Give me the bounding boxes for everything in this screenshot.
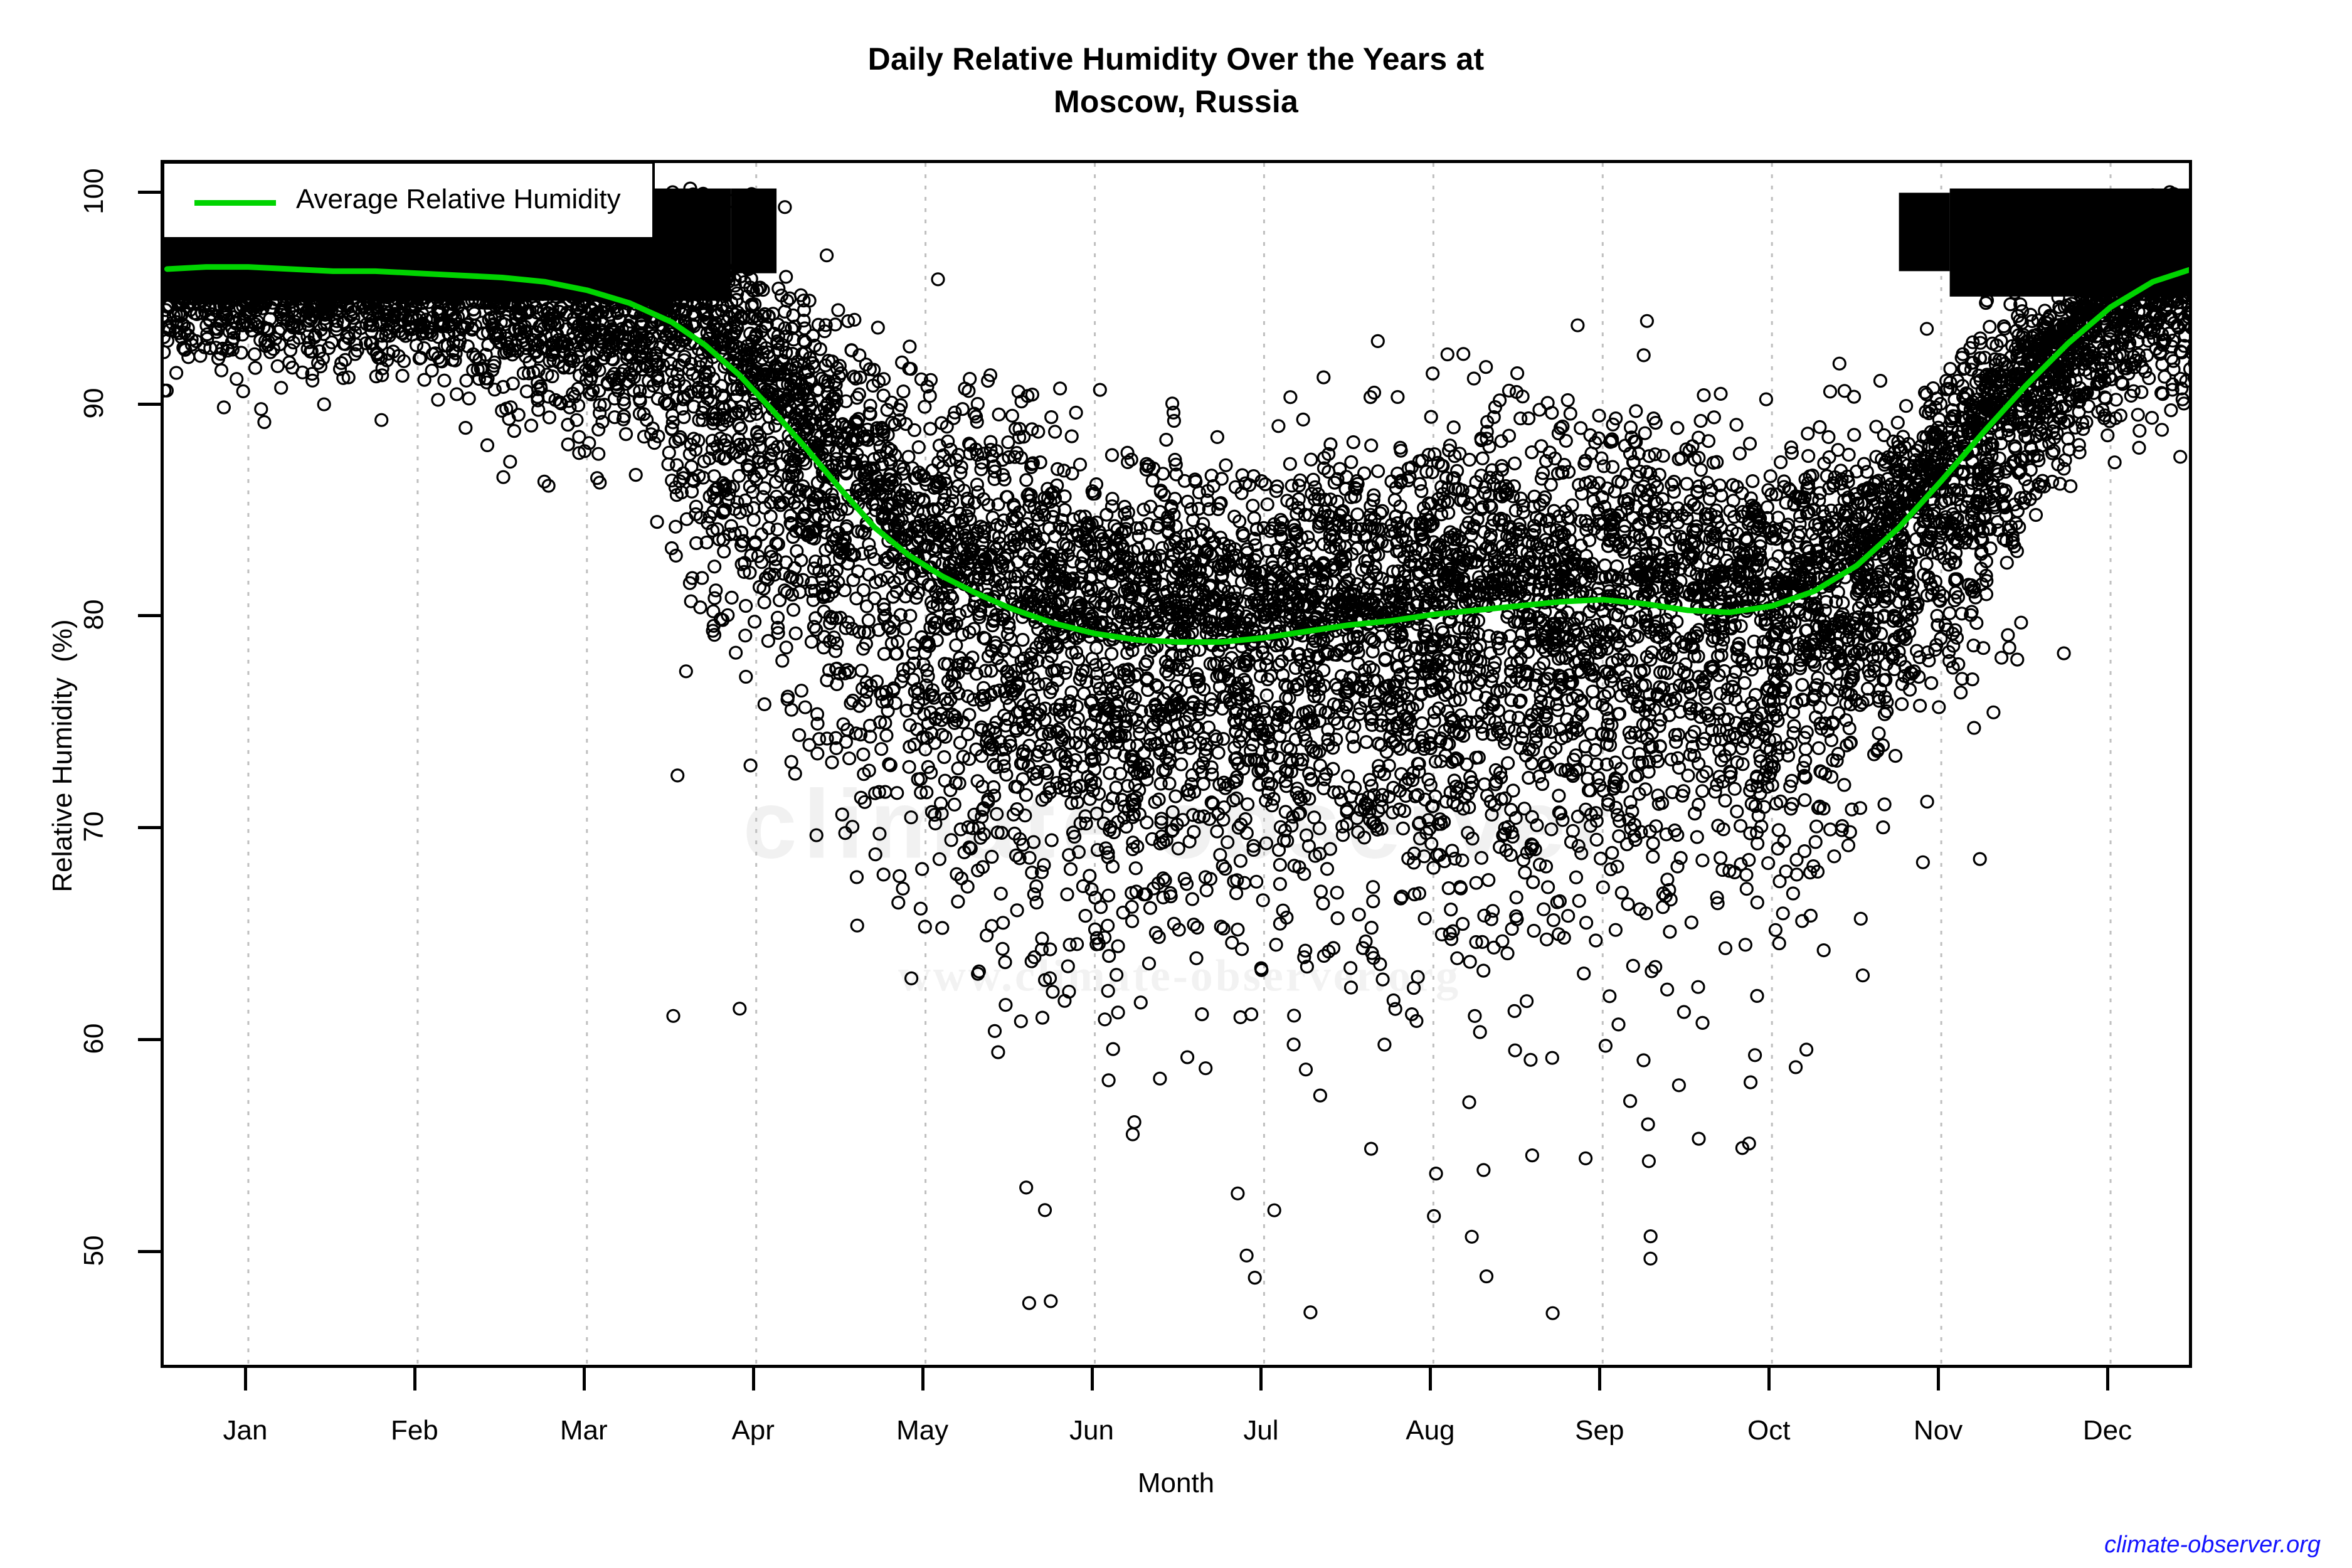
x-tick-mark	[1598, 1368, 1601, 1391]
x-tick-label: Nov	[1875, 1415, 2001, 1446]
x-tick-mark	[1091, 1368, 1094, 1391]
x-tick-label: Jan	[183, 1415, 308, 1446]
y-tick-label: 90	[78, 359, 110, 447]
x-tick-mark	[413, 1368, 416, 1391]
dense-band	[731, 189, 776, 273]
page-title: Daily Relative Humidity Over the Years a…	[0, 38, 2352, 123]
scatter-points	[164, 183, 2192, 1319]
x-tick-label: Jun	[1029, 1415, 1155, 1446]
legend-line-swatch	[194, 200, 276, 206]
legend: Average Relative Humidity	[162, 161, 655, 240]
y-tick-mark	[138, 403, 161, 406]
x-tick-mark	[1767, 1368, 1771, 1391]
legend-item-label: Average Relative Humidity	[296, 184, 621, 215]
x-tick-label: Aug	[1367, 1415, 1493, 1446]
y-tick-label: 100	[78, 147, 110, 235]
x-tick-mark	[583, 1368, 586, 1391]
x-tick-mark	[1937, 1368, 1940, 1391]
title-line-2: Moscow, Russia	[0, 80, 2352, 123]
y-tick-label: 80	[78, 571, 110, 659]
plot-area: climate observer www.climate-observer.org	[161, 160, 2192, 1368]
x-tick-label: Mar	[521, 1415, 647, 1446]
y-tick-mark	[138, 1250, 161, 1253]
x-tick-label: May	[860, 1415, 985, 1446]
x-tick-label: Dec	[2045, 1415, 2170, 1446]
y-axis-title: Relative Humidity (%)	[47, 505, 78, 1007]
x-tick-label: Sep	[1537, 1415, 1662, 1446]
x-tick-label: Apr	[691, 1415, 816, 1446]
x-axis-title: Month	[0, 1468, 2352, 1499]
y-tick-mark	[138, 614, 161, 617]
x-tick-mark	[921, 1368, 924, 1391]
y-tick-mark	[138, 1038, 161, 1041]
x-tick-label: Oct	[1706, 1415, 1831, 1446]
x-tick-label: Jul	[1198, 1415, 1323, 1446]
x-tick-mark	[1429, 1368, 1432, 1391]
x-tick-mark	[752, 1368, 755, 1391]
y-tick-label: 50	[78, 1207, 110, 1295]
y-tick-mark	[138, 191, 161, 194]
dense-band	[1899, 193, 1950, 271]
x-tick-label: Feb	[352, 1415, 477, 1446]
site-credit[interactable]: climate-observer.org	[2104, 1532, 2321, 1559]
y-tick-label: 60	[78, 995, 110, 1083]
y-tick-label: 70	[78, 783, 110, 871]
title-line-1: Daily Relative Humidity Over the Years a…	[0, 38, 2352, 80]
x-tick-mark	[1259, 1368, 1263, 1391]
x-tick-mark	[244, 1368, 247, 1391]
x-tick-mark	[2106, 1368, 2109, 1391]
scatter-point-cloud	[164, 183, 2192, 1319]
y-tick-mark	[138, 826, 161, 829]
